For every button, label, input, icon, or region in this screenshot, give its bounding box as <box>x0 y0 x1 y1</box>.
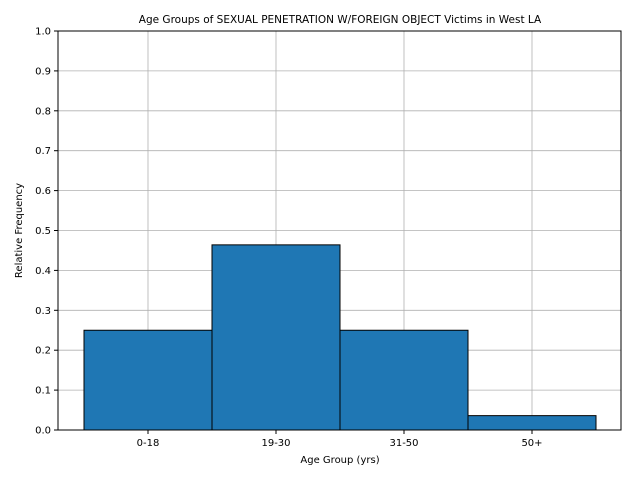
bar-31-50 <box>339 329 469 431</box>
bars <box>83 244 597 431</box>
bar-0-18 <box>83 329 213 431</box>
x-axis-label: Age Group (yrs) <box>300 455 379 466</box>
y-tick-label: 0.5 <box>35 226 51 237</box>
y-axis-label: Relative Frequency <box>14 183 25 278</box>
plot-frame <box>57 30 622 431</box>
y-tick-label: 0.7 <box>35 146 51 157</box>
y-tick-label: 0.1 <box>35 386 51 397</box>
y-tick-label: 0.3 <box>35 306 51 317</box>
y-tick-label: 0.6 <box>35 186 51 197</box>
y-tick-label: 0.4 <box>35 266 51 277</box>
y-tick-label: 0.8 <box>35 106 51 117</box>
y-tick-label: 0.9 <box>35 66 51 77</box>
x-tick-label: 50+ <box>521 438 542 449</box>
y-tick-label: 0.2 <box>35 346 51 357</box>
x-tick-label: 0-18 <box>137 438 160 449</box>
x-tick-label: 31-50 <box>389 438 418 449</box>
x-tick-label: 19-30 <box>261 438 290 449</box>
y-tick-label: 0.0 <box>35 426 51 437</box>
x-axis-ticks: 0-18 19-30 31-50 50+ <box>137 430 543 449</box>
chart-title: Age Groups of SEXUAL PENETRATION W/FOREI… <box>139 14 542 26</box>
y-tick-label: 1.0 <box>35 27 51 38</box>
y-axis-ticks: 0.0 0.1 0.2 0.3 0.4 0.5 0.6 0.7 0.8 0.9 1.0 <box>35 27 58 437</box>
bar-19-30 <box>211 244 341 431</box>
bar-50+ <box>467 415 597 431</box>
